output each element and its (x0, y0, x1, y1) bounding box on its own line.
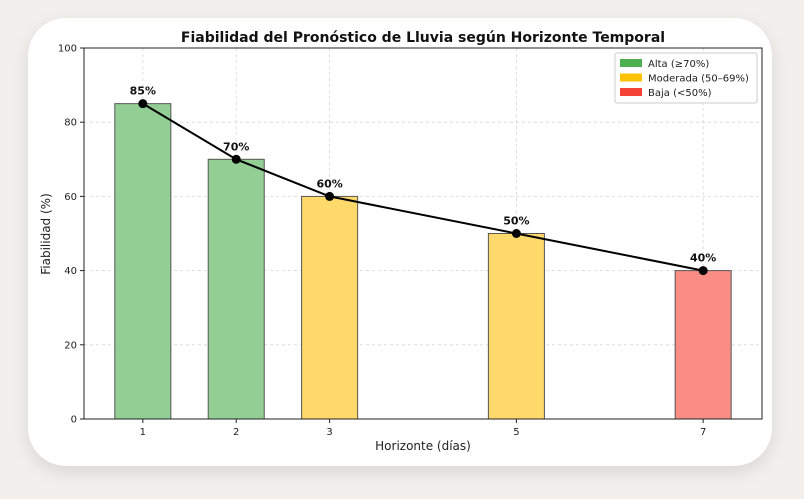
legend: Alta (≥70%) Moderada (50–69%) Baja (<50%) (614, 52, 758, 104)
bar-3 (301, 195, 359, 420)
x-tick-label-2: 2 (233, 427, 239, 438)
x-axis-ticks: 1 2 3 5 7 (140, 419, 706, 438)
x-tick-label-7: 7 (700, 427, 706, 438)
y-tick-label-80: 80 (64, 118, 77, 129)
point-1 (138, 99, 148, 109)
y-tick-label-60: 60 (64, 192, 77, 203)
data-label-3: 60% (316, 177, 342, 190)
trend-line (138, 99, 708, 276)
x-tick-label-5: 5 (513, 427, 519, 438)
legend-swatch-baja (620, 88, 642, 96)
legend-swatch-alta (620, 59, 642, 67)
data-label-1: 85% (130, 85, 156, 98)
y-tick-label-40: 40 (64, 266, 77, 277)
point-2 (231, 154, 241, 164)
y-axis-ticks: 0 20 40 60 80 100 (58, 44, 84, 426)
bar-7 (674, 270, 732, 420)
data-label-5: 50% (503, 215, 529, 228)
bar-1 (114, 103, 172, 420)
legend-box (614, 52, 758, 104)
point-5 (511, 229, 521, 238)
legend-label-alta: Alta (≥70%) (648, 59, 709, 70)
bar-5 (487, 233, 545, 420)
data-labels: 85% 70% 60% 50% 40% (130, 85, 717, 265)
y-tick-label-20: 20 (64, 340, 77, 351)
x-tick-label-1: 1 (140, 427, 146, 438)
x-tick-label-3: 3 (326, 427, 332, 438)
legend-label-baja: Baja (<50%) (648, 88, 712, 99)
legend-label-moderada: Moderada (50–69%) (648, 74, 749, 85)
y-tick-label-100: 100 (58, 44, 77, 55)
bar-2 (207, 158, 265, 420)
bars (114, 103, 732, 420)
y-axis-label: Fiabilidad (%) (39, 193, 53, 275)
data-label-7: 40% (690, 252, 716, 265)
point-3 (325, 191, 335, 201)
plot-frame (83, 47, 763, 420)
x-axis-label: Horizonte (días) (375, 439, 471, 453)
point-7 (698, 266, 708, 276)
data-label-2: 70% (223, 140, 249, 153)
legend-swatch-moderada (620, 73, 642, 82)
chart-title: Fiabilidad del Pronóstico de Lluvia segú… (181, 30, 665, 46)
y-tick-label-0: 0 (71, 415, 77, 426)
grid-lines (84, 47, 762, 420)
